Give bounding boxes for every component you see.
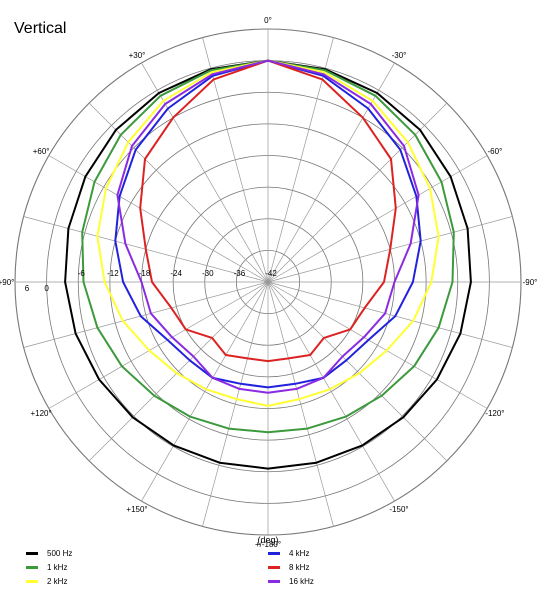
grid-spoke [141,62,269,283]
series-line-16-khz [116,59,420,394]
grid-spoke [202,281,269,527]
legend-swatch [26,579,38,583]
grid-spoke [88,281,269,462]
legend-right: 4 kHz 8 kHz 16 kHz [268,546,314,588]
radial-tick-label: -6 [78,269,86,278]
grid-spoke [267,281,488,409]
grid-spoke [267,102,448,283]
legend-item: 8 kHz [268,560,314,574]
series-line-4-khz [114,59,422,389]
x-axis-label: (deg) [257,535,278,545]
angle-label: -90° [523,278,538,287]
legend-item: 16 kHz [268,574,314,588]
radial-tick-label: -18 [139,269,151,278]
series-layer [64,59,472,470]
series-line-2-khz [96,59,440,407]
legend-swatch [268,565,280,569]
angle-label: +30° [129,51,146,60]
angle-label: +120° [30,409,51,418]
radial-tick-label: -42 [265,269,277,278]
radial-outer-label: 6 [25,284,30,293]
angle-label: -150° [389,505,408,514]
angle-label: -120° [485,409,504,418]
angle-label: +/-180° [255,540,281,549]
legend-swatch [268,579,280,583]
angle-label: 0° [264,16,272,25]
grid-spoke [267,281,395,502]
legend-label: 2 kHz [47,576,68,586]
angle-label: -60° [488,147,503,156]
grid-spoke [48,281,269,409]
legend-item: 1 kHz [26,560,72,574]
radial-tick-label: -36 [234,269,246,278]
grid-spoke [141,281,269,502]
radial-tick-label: -30 [202,269,214,278]
angle-label: -30° [392,51,407,60]
series-line-1-khz [81,59,455,434]
legend-label: 16 kHz [289,576,314,586]
polar-grid [14,28,522,536]
angle-label: +150° [126,505,147,514]
grid-spoke [48,155,269,283]
grid-spoke [267,155,488,283]
angle-label: +90° [0,278,14,287]
chart-title: Vertical [14,20,67,37]
legend-swatch [268,551,280,555]
grid-spoke [267,281,334,527]
legend-swatch [26,565,38,569]
grid-spoke [267,281,513,348]
axis-labels: 0° -30° -60° -90° -120° -150° +/-180° +150° +120… [0,16,537,549]
legend-left: 500 Hz 1 kHz 2 kHz [26,546,72,588]
legend-label: 8 kHz [289,562,310,572]
legend-item: 4 kHz [268,546,314,560]
angle-label: +60° [33,147,50,156]
grid-spoke [267,281,448,462]
legend-swatch [26,551,38,555]
series-line-500-hz [64,59,472,470]
legend-label: 1 kHz [47,562,68,572]
grid-spoke [88,102,269,283]
legend-item: 500 Hz [26,546,72,560]
grid-spoke [267,37,334,283]
radial-tick-label: -24 [170,269,182,278]
grid-spoke [23,281,269,348]
radial-tick-label: -12 [107,269,119,278]
grid-spoke [267,62,395,283]
grid-spoke [202,37,269,283]
radial-zero-label: 0 [44,284,49,293]
legend-label: 4 kHz [289,548,310,558]
legend-item: 2 kHz [26,574,72,588]
series-line-8-khz [139,59,397,363]
legend-label: 500 Hz [47,548,73,558]
